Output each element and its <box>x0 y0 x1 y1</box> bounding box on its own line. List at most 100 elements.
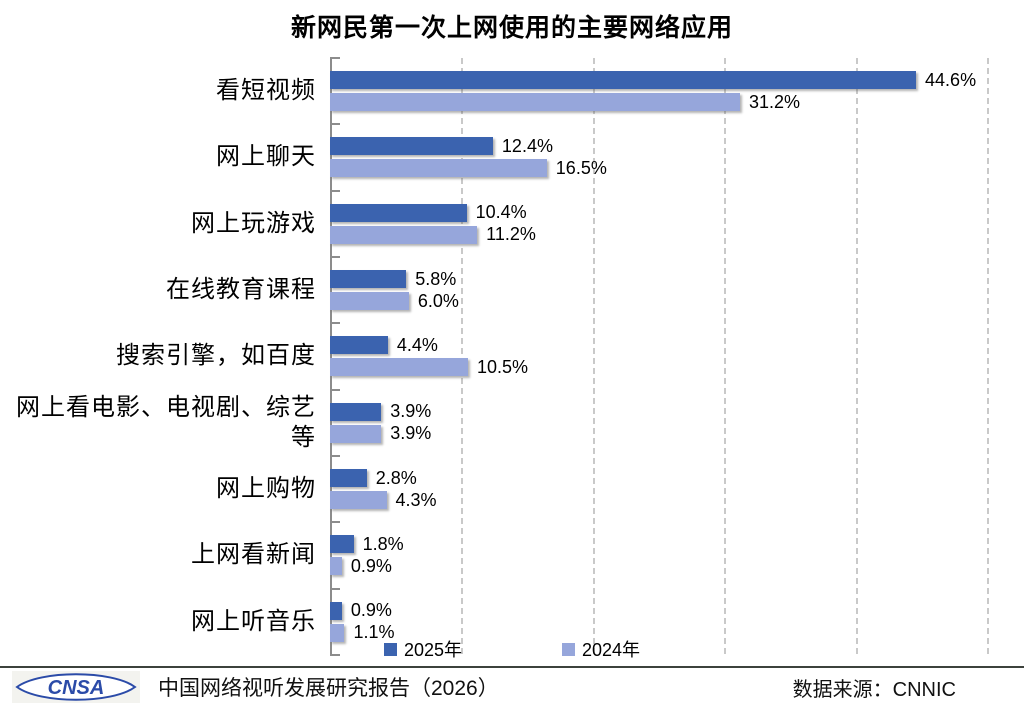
legend-item-2025: 2025年 <box>383 636 462 662</box>
gridlines <box>330 57 989 656</box>
bar-2024年 <box>330 557 342 576</box>
bar-2025年 <box>330 137 493 156</box>
bar-line-2025年: 5.8% <box>330 268 987 289</box>
footer: CNSA 中国网络视听发展研究报告（2026） 数据来源：CNNIC <box>0 666 1024 706</box>
axis-tick <box>330 454 340 457</box>
legend: 2025年 2024年 <box>0 636 1024 662</box>
bar-line-2024年: 11.2% <box>330 224 987 245</box>
bar-2024年 <box>330 159 547 178</box>
cnsa-logo-text: CNSA <box>48 677 105 699</box>
category-label: 看短视频 <box>216 78 316 105</box>
bar-group: 0.9% 1.1% <box>330 600 987 643</box>
value-label: 3.9% <box>390 423 432 444</box>
bar-line-2024年: 16.5% <box>330 157 987 178</box>
plot-area: 看短视频 44.6% 31.2% 网上聊天 12.4% 16.5% 网上玩游戏 10.4% 11… <box>0 57 989 656</box>
chart-row: 网上玩游戏 10.4% 11.2% <box>0 191 987 257</box>
axis-tick <box>330 654 340 656</box>
bar-line-2024年: 6.0% <box>330 290 987 311</box>
cnsa-logo: CNSA <box>12 671 140 703</box>
bar-line-2025年: 1.8% <box>330 534 987 554</box>
chart-row: 网上聊天 12.4% 16.5% <box>0 124 987 190</box>
bar-2024年 <box>330 93 740 112</box>
value-label: 31.2% <box>748 91 800 112</box>
chart-row: 网上听音乐 0.9% 1.1% <box>0 589 987 655</box>
gridline-30 <box>724 58 727 655</box>
axis-tick <box>330 521 340 524</box>
bar-2024年 <box>330 358 468 377</box>
category-label: 网上购物 <box>216 476 316 503</box>
bar-2024年 <box>330 623 345 642</box>
bar-line-2025年: 0.9% <box>330 600 987 621</box>
bar-2025年 <box>330 535 354 554</box>
bar-group: 4.4% 10.5% <box>330 334 987 377</box>
value-label: 3.9% <box>390 401 432 422</box>
value-label: 6.0% <box>417 290 459 311</box>
chart-row: 上网看新闻 1.8% 0.9% <box>0 522 987 588</box>
category-label: 搜索引擎，如百度 <box>116 343 316 370</box>
bar-2025年 <box>330 71 917 90</box>
bar-2025年 <box>330 336 388 355</box>
legend-label-2025: 2025年 <box>403 640 462 660</box>
value-label: 1.1% <box>353 622 395 643</box>
value-label: 10.5% <box>476 356 529 377</box>
value-label: 4.3% <box>395 489 437 510</box>
category-label: 在线教育课程 <box>166 277 316 304</box>
value-label: 11.2% <box>486 224 536 245</box>
category-label: 网上聊天 <box>216 144 316 171</box>
chart-row: 网上购物 2.8% 4.3% <box>0 456 987 522</box>
value-label: 2.8% <box>375 467 417 488</box>
bar-group: 12.4% 16.5% <box>330 135 987 178</box>
value-label: 10.4% <box>475 202 527 223</box>
value-label: 44.6% <box>925 69 977 90</box>
bar-2024年 <box>330 292 409 311</box>
axis-tick <box>330 322 340 325</box>
bar-line-2024年: 4.3% <box>330 489 987 510</box>
bar-2025年 <box>330 601 342 620</box>
bar-line-2024年: 0.9% <box>330 555 987 576</box>
axis-tick <box>330 587 340 590</box>
bar-group: 5.8% 6.0% <box>330 268 987 311</box>
bar-line-2024年: 3.9% <box>330 423 987 444</box>
legend-swatch-2025-icon <box>383 642 397 656</box>
value-label: 4.4% <box>396 334 438 355</box>
report-title: 中国网络视听发展研究报告（2026） <box>158 677 499 700</box>
bar-group: 10.4% 11.2% <box>330 202 987 245</box>
bar-line-2024年: 31.2% <box>330 91 987 112</box>
value-label: 12.4% <box>501 135 553 156</box>
bar-2024年 <box>330 491 387 510</box>
bar-2025年 <box>330 270 407 289</box>
category-axis <box>330 58 332 655</box>
gridline-40 <box>855 58 858 655</box>
bar-line-2025年: 3.9% <box>330 401 987 422</box>
value-label: 5.8% <box>415 268 457 289</box>
value-label: 0.9% <box>350 555 392 576</box>
value-label: 0.9% <box>350 600 392 621</box>
axis-tick <box>330 255 340 258</box>
bar-line-2025年: 44.6% <box>330 69 987 90</box>
axis-tick <box>330 123 340 126</box>
axis-tick <box>330 57 340 59</box>
cnsa-logo-eye-icon: CNSA <box>15 673 137 701</box>
bar-line-2024年: 10.5% <box>330 356 987 377</box>
chart-row: 看短视频 44.6% 31.2% <box>0 58 987 124</box>
legend-swatch-2024-icon <box>562 642 575 656</box>
category-label: 上网看新闻 <box>191 542 316 569</box>
value-label: 16.5% <box>555 157 607 178</box>
gridline-10 <box>461 58 464 655</box>
bar-2025年 <box>330 203 467 222</box>
category-label: 网上看电影、电视剧、综艺等 <box>16 394 316 451</box>
bar-2025年 <box>330 402 382 421</box>
category-label: 网上玩游戏 <box>191 210 316 237</box>
legend-label-2024: 2024年 <box>582 640 641 660</box>
chart-rows: 看短视频 44.6% 31.2% 网上聊天 12.4% 16.5% 网上玩游戏 10.4% 11… <box>0 58 987 655</box>
gridline-50 <box>987 58 989 655</box>
page-title: 新网民第一次上网使用的主要网络应用 <box>290 14 733 42</box>
axis-tick <box>330 388 340 391</box>
bar-line-2025年: 10.4% <box>330 202 987 223</box>
bar-line-2024年: 1.1% <box>330 622 987 643</box>
bar-2024年 <box>330 225 478 244</box>
category-label: 网上听音乐 <box>191 608 316 635</box>
bar-line-2025年: 12.4% <box>330 135 987 156</box>
bar-line-2025年: 4.4% <box>330 334 987 355</box>
